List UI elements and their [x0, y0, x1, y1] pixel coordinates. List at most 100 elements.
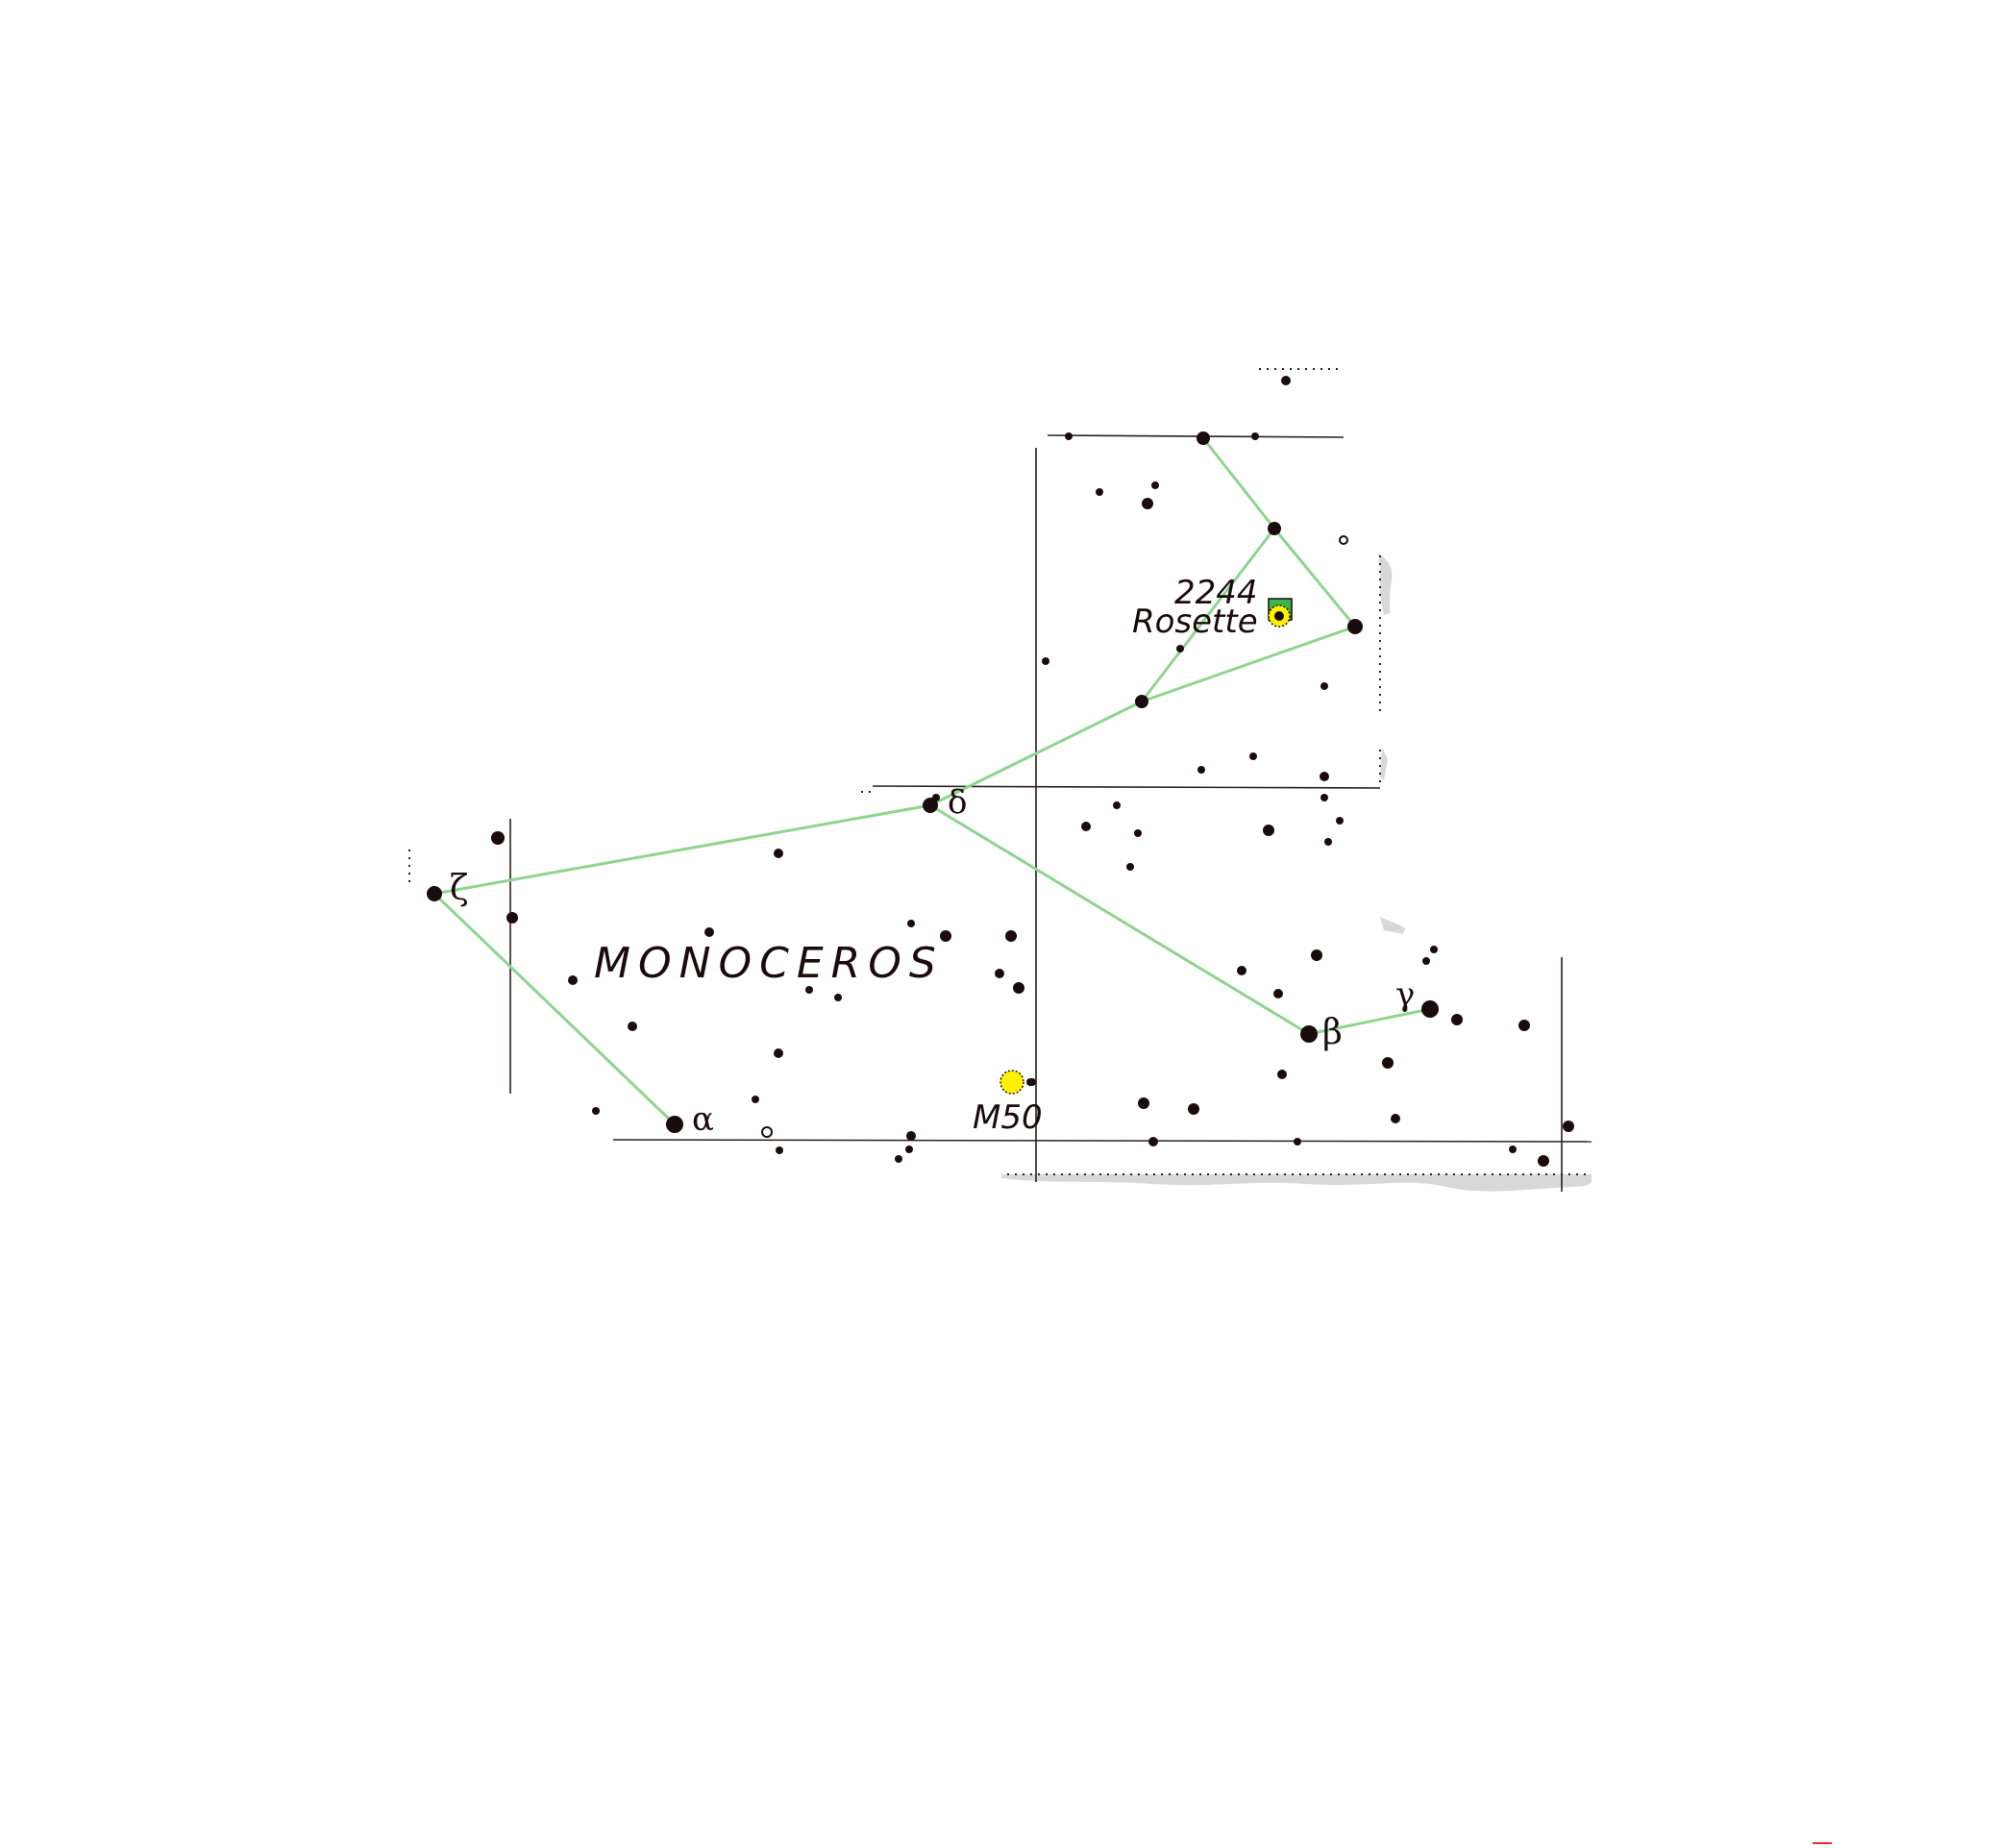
star: [1005, 930, 1017, 942]
label-beta: β: [1322, 1013, 1343, 1052]
star: [1563, 1121, 1574, 1132]
star: [1134, 829, 1142, 837]
rosette-object: [1268, 598, 1293, 628]
boundary-top: [1047, 434, 1345, 438]
star: [491, 831, 505, 845]
variable-stars: [761, 535, 1348, 1138]
star: [506, 912, 518, 924]
star: [1320, 772, 1329, 781]
boundary-mid: [872, 785, 1381, 789]
star: [995, 969, 1004, 978]
star: [1135, 695, 1148, 708]
star: [1113, 801, 1121, 809]
star: [1336, 817, 1344, 825]
star: [895, 1155, 902, 1163]
star: [1176, 645, 1184, 653]
star: [1281, 376, 1291, 385]
star: [752, 1096, 759, 1103]
m50-cluster-symbol: [1000, 1070, 1024, 1095]
star: [1311, 949, 1322, 961]
star: [1197, 431, 1210, 445]
dotted-boundaries: [408, 368, 1592, 1175]
stick-node-east: [1140, 625, 1357, 703]
star-alpha: [666, 1116, 683, 1133]
boundary-bottom: [612, 1139, 1592, 1143]
stick-north-top: [1201, 436, 1276, 530]
label-alpha: α: [692, 1100, 714, 1139]
star: [1197, 766, 1205, 774]
m50-object: [1000, 1070, 1024, 1095]
star: [1382, 1057, 1394, 1069]
stick-zeta-alpha: [432, 892, 677, 1126]
rosette-name-label: Rosette: [1132, 603, 1258, 641]
variable-star: [761, 1126, 773, 1138]
star: [932, 794, 940, 801]
label-zeta: ζ: [450, 869, 469, 908]
star: [1237, 966, 1246, 975]
stick-zeta-delta: [432, 803, 932, 896]
star: [1249, 752, 1257, 760]
star-gamma: [1421, 1000, 1439, 1018]
stick-north-east: [1272, 527, 1357, 628]
star: [1294, 1138, 1301, 1146]
star: [1026, 1078, 1034, 1086]
star: [1347, 619, 1363, 634]
star: [905, 1146, 913, 1153]
star: [907, 920, 915, 927]
star: [805, 986, 813, 994]
star: [1324, 838, 1332, 846]
stick-delta-beta: [928, 803, 1311, 1036]
star: [774, 849, 783, 858]
star: [1096, 488, 1103, 496]
stick-node-north: [1140, 527, 1276, 703]
star: [1391, 1114, 1400, 1123]
rosette-number-label: 2244: [1174, 574, 1258, 612]
star-delta: [923, 798, 938, 813]
star: [1013, 982, 1024, 994]
star: [1538, 1155, 1549, 1167]
star: [1042, 657, 1049, 665]
star: [906, 1131, 916, 1141]
star: [1151, 481, 1159, 489]
star: [568, 975, 578, 985]
variable-star: [1339, 535, 1348, 545]
star-beta: [1300, 1025, 1318, 1043]
constellation-name: MONOCEROS: [594, 939, 944, 988]
star: [776, 1146, 783, 1154]
constellation-stick-figure: [432, 436, 1432, 1126]
star: [774, 1048, 783, 1058]
star: [1081, 822, 1091, 831]
star: [1518, 1020, 1530, 1031]
star: [1251, 432, 1259, 440]
label-gamma: γ: [1395, 975, 1415, 1014]
stick-beta-gamma: [1307, 1007, 1432, 1036]
star: [1422, 957, 1430, 965]
rosette-star: [1274, 611, 1284, 621]
star: [628, 1022, 637, 1031]
star: [1065, 432, 1073, 440]
label-delta: δ: [948, 783, 967, 822]
star: [592, 1107, 600, 1115]
star: [1451, 1014, 1463, 1025]
star: [1277, 1070, 1287, 1079]
star: [1138, 1097, 1149, 1109]
star: [1148, 1137, 1158, 1146]
star: [1268, 522, 1281, 535]
star: [1509, 1146, 1517, 1153]
star: [940, 930, 951, 942]
star: [1430, 946, 1438, 953]
star: [704, 927, 714, 937]
stick-delta-node: [928, 700, 1144, 807]
star: [1273, 989, 1283, 998]
stars: [427, 376, 1574, 1167]
milky-way-band: [1001, 554, 1592, 1192]
constellation-boundaries: [509, 434, 1592, 1192]
star: [1320, 794, 1328, 801]
star: [1188, 1103, 1199, 1115]
star: [1142, 498, 1153, 509]
star: [1320, 682, 1328, 690]
m50-label: M50: [973, 1098, 1043, 1137]
star: [1263, 825, 1274, 836]
star: [1126, 863, 1134, 871]
